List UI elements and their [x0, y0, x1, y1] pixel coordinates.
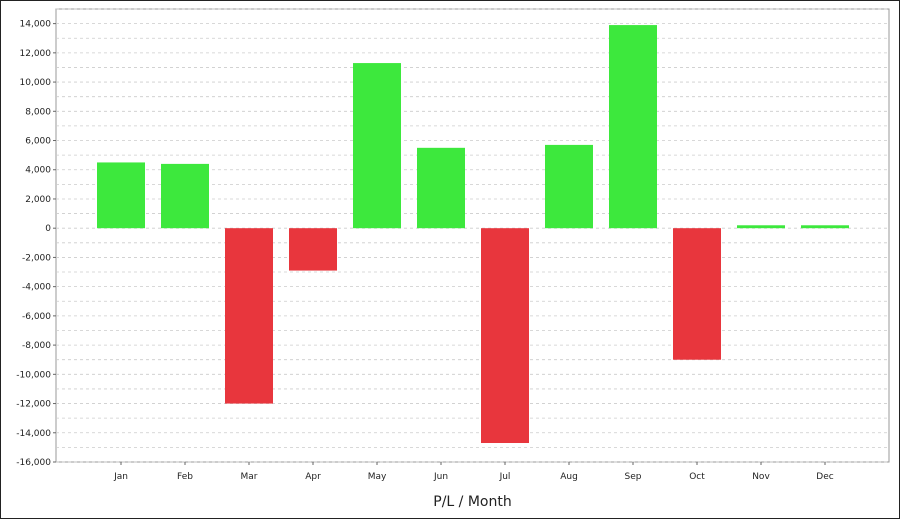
- bar-jan: [97, 162, 145, 229]
- y-tick-label: -10,000: [16, 370, 51, 380]
- x-axis: Jan Feb Mar Apr May Jun Jul Aug Sep Oct Nov Dec: [113, 462, 834, 482]
- x-tick-label: Apr: [305, 472, 321, 482]
- y-tick-label: -6,000: [22, 312, 51, 322]
- y-tick-label: -16,000: [16, 458, 51, 468]
- bar-aug: [545, 144, 593, 229]
- y-tick-label: -2,000: [22, 253, 51, 263]
- y-axis: 14,000 12,000 10,000 8,000 6,000 4,000 2,000 0 -…: [16, 20, 56, 468]
- x-tick-label: Feb: [177, 472, 193, 482]
- plot-area: [55, 8, 890, 463]
- y-tick-label: 10,000: [20, 78, 52, 88]
- x-tick-label: Dec: [816, 472, 833, 482]
- y-tick-label: -4,000: [22, 283, 51, 293]
- x-tick-label: Sep: [625, 472, 642, 482]
- x-tick-label: Jun: [433, 472, 448, 482]
- x-tick-label: Aug: [560, 472, 578, 482]
- x-axis-title: P/L / Month: [433, 494, 511, 510]
- bar-apr: [289, 228, 337, 271]
- bar-dec: [801, 225, 849, 229]
- x-tick-label: Oct: [689, 472, 705, 482]
- y-tick-label: -14,000: [16, 429, 51, 439]
- y-tick-label: 2,000: [25, 195, 51, 205]
- y-tick-label: -12,000: [16, 400, 51, 410]
- bar-sep: [609, 25, 657, 229]
- bar-nov: [737, 225, 785, 229]
- x-tick-label: Jul: [499, 472, 511, 482]
- bars: [97, 25, 849, 444]
- bar-may: [353, 63, 401, 229]
- x-tick-label: Mar: [241, 472, 258, 482]
- bar-jun: [417, 147, 465, 229]
- bar-oct: [673, 228, 721, 360]
- y-tick-label: 6,000: [25, 137, 51, 147]
- bar-feb: [161, 163, 209, 229]
- y-tick-label: 14,000: [20, 20, 52, 30]
- bar-mar: [225, 228, 273, 404]
- x-tick-label: May: [368, 472, 387, 482]
- bar-jul: [481, 228, 529, 444]
- y-tick-label: 12,000: [20, 49, 52, 59]
- y-tick-label: 0: [45, 224, 51, 234]
- y-tick-label: 8,000: [25, 107, 51, 117]
- x-tick-label: Jan: [113, 472, 128, 482]
- y-tick-label: -8,000: [22, 341, 51, 351]
- x-tick-label: Nov: [752, 472, 770, 482]
- y-tick-label: 4,000: [25, 166, 51, 176]
